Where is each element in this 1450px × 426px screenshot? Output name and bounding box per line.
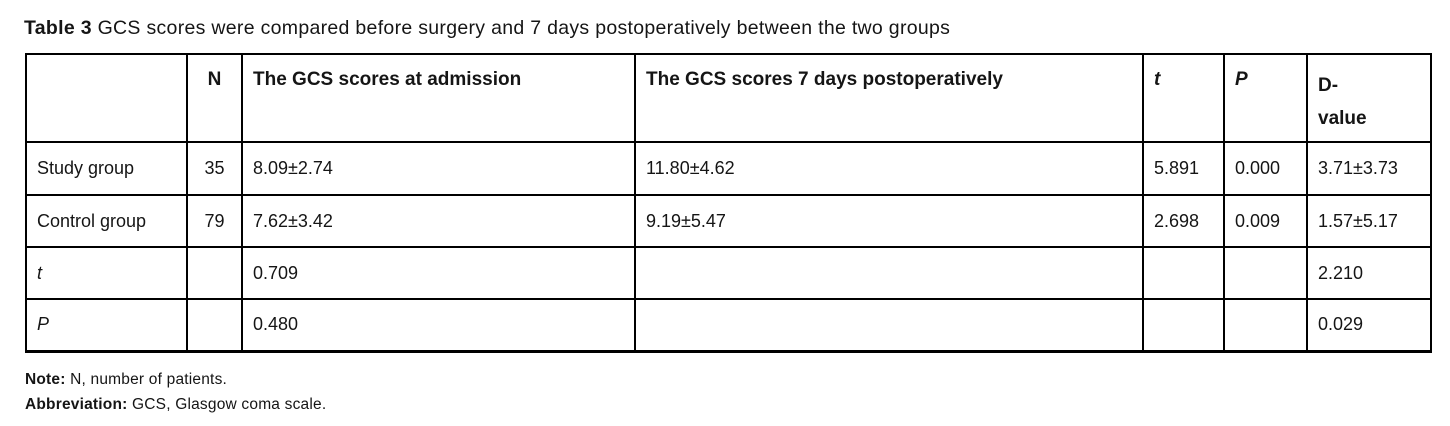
col-header-admission: The GCS scores at admission [241, 53, 636, 143]
gcs-comparison-table: N The GCS scores at admission The GCS sc… [25, 53, 1432, 353]
cell-study-d-value: 3.71±3.73 [1306, 141, 1432, 196]
cell-control-d-value: 1.57±5.17 [1306, 194, 1432, 248]
table-row-p-statistic: P 0.480 0.029 [25, 298, 1432, 353]
note-text: N, number of patients. [70, 370, 228, 388]
table-title-text: GCS scores were compared before surgery … [97, 17, 951, 39]
cell-t-p [1223, 246, 1308, 300]
row-label-control-group: Control group [25, 194, 188, 248]
cell-study-n: 35 [186, 141, 243, 196]
cell-control-t: 2.698 [1142, 194, 1225, 248]
cell-study-admission: 8.09±2.74 [241, 141, 636, 196]
cell-control-postop: 9.19±5.47 [634, 194, 1144, 248]
col-header-p: P [1223, 53, 1308, 143]
abbreviation-label: Abbreviation: [25, 396, 128, 414]
table-title-label: Table 3 [24, 17, 92, 39]
note-line: Note: N, number of patients. [25, 367, 1430, 393]
cell-study-p: 0.000 [1223, 141, 1308, 196]
col-header-d-value: D- value [1306, 53, 1432, 143]
cell-control-p: 0.009 [1223, 194, 1308, 248]
cell-t-n [186, 246, 243, 300]
note-label: Note: [25, 370, 66, 388]
abbreviation-text: GCS, Glasgow coma scale. [132, 396, 327, 414]
col-header-postop: The GCS scores 7 days postoperatively [634, 53, 1144, 143]
table-title: Table 3 GCS scores were compared before … [24, 17, 1430, 40]
table-row-control-group: Control group 79 7.62±3.42 9.19±5.47 2.6… [25, 194, 1432, 248]
cell-t-admission: 0.709 [241, 246, 636, 300]
row-label-p: P [25, 298, 188, 353]
cell-t-t [1142, 246, 1225, 300]
cell-study-postop: 11.80±4.62 [634, 141, 1144, 196]
cell-p-d-value: 0.029 [1306, 298, 1432, 353]
col-header-t: t [1142, 53, 1225, 143]
cell-t-d-value: 2.210 [1306, 246, 1432, 300]
col-header-group [25, 53, 188, 143]
cell-p-n [186, 298, 243, 353]
cell-p-t [1142, 298, 1225, 353]
cell-control-admission: 7.62±3.42 [241, 194, 636, 248]
cell-control-n: 79 [186, 194, 243, 248]
cell-p-p [1223, 298, 1308, 353]
table-row-t-statistic: t 0.709 2.210 [25, 246, 1432, 300]
cell-p-postop [634, 298, 1144, 353]
row-label-study-group: Study group [25, 141, 188, 196]
cell-study-t: 5.891 [1142, 141, 1225, 196]
table-row-study-group: Study group 35 8.09±2.74 11.80±4.62 5.89… [25, 141, 1432, 196]
cell-t-postop [634, 246, 1144, 300]
table-notes: Note: N, number of patients. Abbreviatio… [25, 367, 1430, 418]
abbreviation-line: Abbreviation: GCS, Glasgow coma scale. [25, 392, 1430, 418]
header-row: N The GCS scores at admission The GCS sc… [25, 53, 1432, 143]
row-label-t: t [25, 246, 188, 300]
cell-p-admission: 0.480 [241, 298, 636, 353]
col-header-n: N [186, 53, 243, 143]
